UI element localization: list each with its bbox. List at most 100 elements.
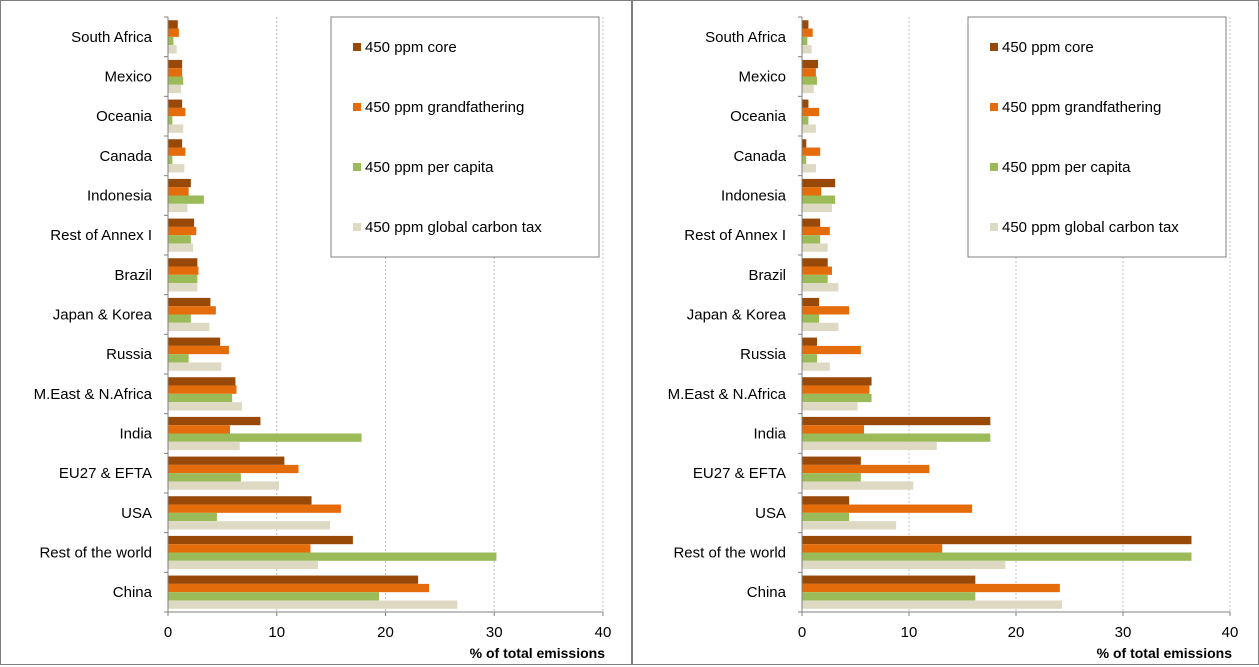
legend-label-450-ppm-grandfathering: 450 ppm grandfathering <box>365 99 524 116</box>
category-label-indonesia: Indonesia <box>87 188 153 205</box>
bar-canada-450-ppm-per-capita <box>802 155 807 165</box>
bar-india-450-ppm-per-capita <box>802 433 991 442</box>
legend-box <box>330 16 600 258</box>
bar-canada-450-ppm-per-capita <box>168 155 173 165</box>
bar-russia-450-ppm-global-carbon-tax <box>802 362 830 371</box>
bar-india-450-ppm-grandfathering <box>802 425 865 434</box>
bar-indonesia-450-ppm-global-carbon-tax <box>802 203 832 213</box>
category-label-indonesia: Indonesia <box>721 188 787 205</box>
bar-china-450-ppm-grandfathering <box>168 583 429 593</box>
legend-swatch-450-ppm-global-carbon-tax <box>990 223 998 231</box>
bar-canada-450-ppm-core <box>802 139 807 148</box>
category-label-india: India <box>753 426 786 443</box>
bar-eu27-and-efta-450-ppm-per-capita <box>802 473 861 482</box>
category-label-russia: Russia <box>740 346 787 363</box>
legend-swatch-450-ppm-per-capita <box>353 163 361 171</box>
x-axis-title: % of total emissions <box>1097 645 1233 661</box>
bar-russia-450-ppm-core <box>802 337 817 346</box>
legend-label-450-ppm-global-carbon-tax: 450 ppm global carbon tax <box>1002 219 1179 236</box>
category-label-usa: USA <box>121 505 152 522</box>
bar-oceania-450-ppm-grandfathering <box>168 107 186 117</box>
category-label-oceania: Oceania <box>730 108 787 125</box>
bar-m-east-and-n-africa-450-ppm-core <box>802 377 872 386</box>
bar-oceania-450-ppm-core <box>802 99 809 108</box>
bar-rest-of-annex-i-450-ppm-per-capita <box>168 235 191 244</box>
bar-rest-of-annex-i-450-ppm-global-carbon-tax <box>802 243 828 252</box>
bar-rest-of-the-world-450-ppm-global-carbon-tax <box>802 560 1006 570</box>
bar-rest-of-annex-i-450-ppm-grandfathering <box>168 226 197 236</box>
bar-brazil-450-ppm-global-carbon-tax <box>802 283 839 292</box>
bar-eu27-and-efta-450-ppm-core <box>802 456 861 465</box>
bar-indonesia-450-ppm-core <box>802 178 836 188</box>
bar-canada-450-ppm-grandfathering <box>168 147 186 156</box>
bar-eu27-and-efta-450-ppm-grandfathering <box>802 464 930 474</box>
category-label-m-east-and-n-africa: M.East & N.Africa <box>34 386 153 403</box>
bar-russia-450-ppm-per-capita <box>168 354 189 363</box>
category-label-mexico: Mexico <box>104 69 152 86</box>
category-label-usa: USA <box>755 505 786 522</box>
bar-india-450-ppm-grandfathering <box>168 425 230 434</box>
bar-rest-of-the-world-450-ppm-core <box>802 535 1192 545</box>
bar-china-450-ppm-core <box>168 575 419 584</box>
bar-japan-and-korea-450-ppm-grandfathering <box>802 306 850 315</box>
legend-swatch-450-ppm-grandfathering <box>990 103 998 111</box>
bar-rest-of-annex-i-450-ppm-core <box>168 218 195 227</box>
category-label-china: China <box>113 584 153 601</box>
bar-brazil-450-ppm-grandfathering <box>168 266 199 275</box>
bar-russia-450-ppm-per-capita <box>802 354 817 363</box>
bar-oceania-450-ppm-global-carbon-tax <box>168 124 184 133</box>
bar-rest-of-annex-i-450-ppm-core <box>802 218 821 227</box>
bar-m-east-and-n-africa-450-ppm-core <box>168 377 236 386</box>
category-label-rest-of-the-world: Rest of the world <box>673 545 786 562</box>
x-tick-label-20: 20 <box>377 624 394 641</box>
bar-oceania-450-ppm-per-capita <box>168 116 173 125</box>
legend-label-450-ppm-global-carbon-tax: 450 ppm global carbon tax <box>365 219 542 236</box>
category-label-m-east-and-n-africa: M.East & N.Africa <box>668 386 787 403</box>
bar-brazil-450-ppm-grandfathering <box>802 266 832 275</box>
bar-rest-of-the-world-450-ppm-per-capita <box>168 552 497 561</box>
bar-usa-450-ppm-per-capita <box>168 512 217 522</box>
bar-brazil-450-ppm-core <box>802 258 828 267</box>
bar-brazil-450-ppm-global-carbon-tax <box>168 283 198 292</box>
bar-japan-and-korea-450-ppm-core <box>802 297 820 307</box>
bar-rest-of-the-world-450-ppm-grandfathering <box>802 544 943 553</box>
bar-china-450-ppm-core <box>802 575 976 584</box>
category-label-canada: Canada <box>99 148 152 165</box>
category-label-south-africa: South Africa <box>71 29 153 46</box>
right-chart-panel: South Africa Mexico Oceania Canada Indonesia… <box>632 0 1259 665</box>
legend-label-450-ppm-per-capita: 450 ppm per capita <box>1002 159 1131 176</box>
bar-china-450-ppm-global-carbon-tax <box>802 600 1063 609</box>
bar-russia-450-ppm-global-carbon-tax <box>168 362 222 371</box>
category-label-japan-and-korea: Japan & Korea <box>53 307 153 324</box>
x-tick-label-30: 30 <box>486 624 503 641</box>
bar-rest-of-the-world-450-ppm-core <box>168 535 353 545</box>
category-label-brazil: Brazil <box>748 267 786 284</box>
bar-rest-of-annex-i-450-ppm-grandfathering <box>802 226 830 236</box>
bar-canada-450-ppm-global-carbon-tax <box>168 164 185 173</box>
bar-south-africa-450-ppm-grandfathering <box>802 28 813 37</box>
bar-china-450-ppm-per-capita <box>168 592 379 601</box>
bar-japan-and-korea-450-ppm-global-carbon-tax <box>168 322 210 332</box>
bar-mexico-450-ppm-grandfathering <box>168 68 183 77</box>
bar-brazil-450-ppm-core <box>168 258 198 267</box>
x-tick-label-10: 10 <box>268 624 285 641</box>
bar-south-africa-450-ppm-core <box>802 20 809 29</box>
bar-japan-and-korea-450-ppm-core <box>168 297 211 307</box>
x-tick-label-40: 40 <box>595 624 612 641</box>
bar-indonesia-450-ppm-per-capita <box>802 195 836 204</box>
bar-eu27-and-efta-450-ppm-global-carbon-tax <box>802 481 914 490</box>
bar-indonesia-450-ppm-grandfathering <box>802 187 822 196</box>
bar-mexico-450-ppm-core <box>168 59 183 69</box>
category-label-south-africa: South Africa <box>705 29 787 46</box>
bar-usa-450-ppm-grandfathering <box>168 504 341 513</box>
category-label-china: China <box>747 584 787 601</box>
category-label-rest-of-annex-i: Rest of Annex I <box>684 227 786 244</box>
bar-m-east-and-n-africa-450-ppm-per-capita <box>802 393 872 403</box>
bar-india-450-ppm-global-carbon-tax <box>802 441 937 451</box>
bar-india-450-ppm-core <box>168 416 261 426</box>
bar-indonesia-450-ppm-grandfathering <box>168 187 189 196</box>
category-label-mexico: Mexico <box>738 69 786 86</box>
category-label-india: India <box>119 426 152 443</box>
bar-japan-and-korea-450-ppm-per-capita <box>802 314 820 323</box>
category-label-brazil: Brazil <box>114 267 152 284</box>
